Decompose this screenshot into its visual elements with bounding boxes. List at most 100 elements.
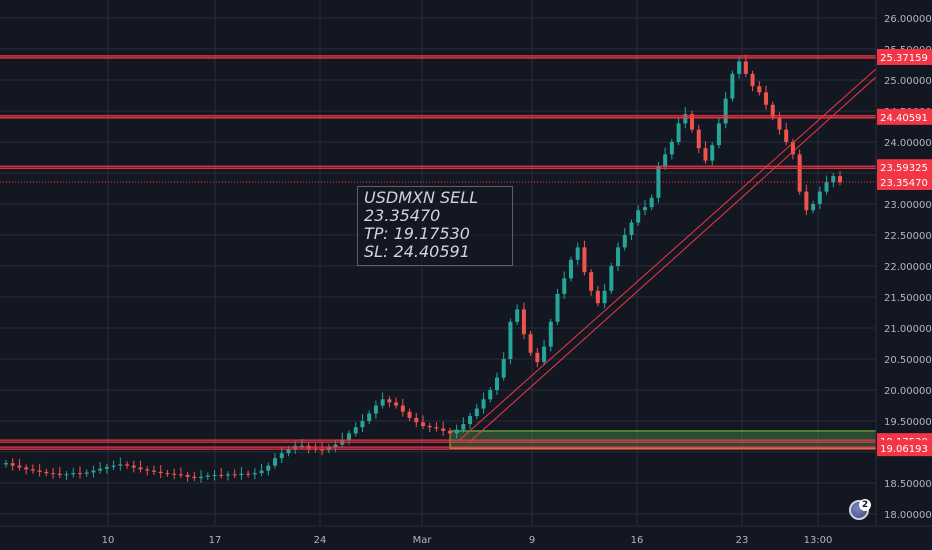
candle [784, 122, 789, 146]
candle [676, 118, 681, 146]
candle [817, 186, 822, 209]
candle [313, 443, 318, 453]
candle [441, 421, 446, 436]
candle [764, 85, 769, 110]
price-tick-label: 21.50000 [884, 293, 932, 304]
candle [649, 194, 654, 211]
candle [51, 468, 56, 479]
candle [145, 466, 150, 476]
candle [804, 184, 809, 216]
candle [158, 465, 163, 479]
trendline-upper [459, 59, 887, 440]
time-tick-label: 16 [631, 535, 644, 546]
price-tick-label: 18.50000 [884, 479, 932, 490]
candle [494, 372, 499, 395]
candle [232, 469, 237, 479]
candle [421, 415, 425, 430]
price-tick-label: 22.50000 [884, 231, 932, 242]
price-axis-bg [876, 0, 932, 550]
candles [4, 54, 842, 483]
candle [84, 469, 89, 477]
candle [542, 339, 547, 366]
candle [501, 352, 506, 381]
candle [838, 171, 842, 186]
price-tick-label: 20.00000 [884, 386, 932, 397]
time-axis-bg [0, 526, 932, 550]
candle [737, 56, 742, 79]
candle [367, 410, 372, 425]
candle [125, 461, 130, 469]
candle [37, 463, 42, 477]
candle [131, 460, 136, 473]
grid [0, 0, 876, 525]
candle [575, 242, 580, 265]
candle [602, 283, 607, 309]
candle [57, 466, 62, 479]
trade-annotation[interactable]: USDMXN SELL 23.35470 TP: 19.17530 SL: 24… [357, 186, 513, 266]
time-tick-label: 9 [529, 535, 535, 546]
candle [219, 468, 224, 479]
level-price-tag [877, 159, 932, 176]
candle [373, 400, 378, 419]
price-tick-label: 20.50000 [884, 355, 932, 366]
candle [562, 271, 567, 299]
candle [4, 460, 8, 468]
notification-count-badge[interactable]: 2 [859, 499, 871, 511]
candle [757, 81, 762, 96]
level-price-label: 25.37159 [880, 53, 928, 64]
level-price-label: 24.40591 [880, 113, 928, 124]
candle [353, 422, 358, 437]
candle [273, 453, 278, 469]
candle [98, 461, 103, 474]
candle [185, 471, 190, 482]
time-tick-label: Mar [413, 535, 433, 546]
candle [17, 458, 22, 471]
candle [91, 465, 96, 478]
candle [636, 205, 641, 226]
candle [629, 219, 634, 240]
candle [461, 417, 466, 433]
candle [138, 460, 143, 473]
candle [10, 458, 15, 471]
candle [622, 228, 627, 251]
price-axis[interactable]: 26.0000025.5000025.0000024.5000024.00000… [875, 0, 932, 550]
level-price-label: 19.06193 [880, 444, 928, 455]
candle [118, 457, 123, 471]
time-axis[interactable]: 10 17 24 Mar 9 16 23 13:00 [0, 525, 932, 550]
candle [434, 422, 439, 432]
candle [172, 468, 177, 480]
candle [380, 392, 385, 409]
price-tick-label: 21.00000 [884, 324, 932, 335]
candle [427, 422, 432, 433]
candle [447, 427, 452, 437]
candle [44, 468, 49, 477]
trendline-channel[interactable] [459, 59, 887, 442]
candle [178, 467, 183, 479]
candle [24, 464, 29, 475]
candle [642, 200, 647, 216]
price-tick-label: 26.00000 [884, 14, 932, 25]
candle [333, 439, 338, 452]
candle [582, 240, 587, 276]
candle [750, 70, 755, 92]
candle [360, 414, 365, 433]
annotation-line-3: TP: 19.17530 [364, 224, 470, 243]
price-tick-label: 25.00000 [884, 76, 932, 87]
candle [414, 412, 419, 428]
candle [454, 424, 459, 439]
candle [535, 347, 540, 368]
candle [811, 200, 816, 214]
candle [730, 70, 735, 102]
candle [696, 124, 701, 154]
candle [508, 318, 513, 364]
time-tick-label: 23 [736, 535, 749, 546]
level-price-tag [877, 108, 932, 125]
candle [212, 469, 217, 481]
candle [387, 396, 392, 408]
candle [690, 111, 695, 133]
candle [111, 460, 116, 470]
candle [703, 141, 708, 164]
time-tick-label: 13:00 [804, 535, 833, 546]
candle [797, 149, 802, 195]
